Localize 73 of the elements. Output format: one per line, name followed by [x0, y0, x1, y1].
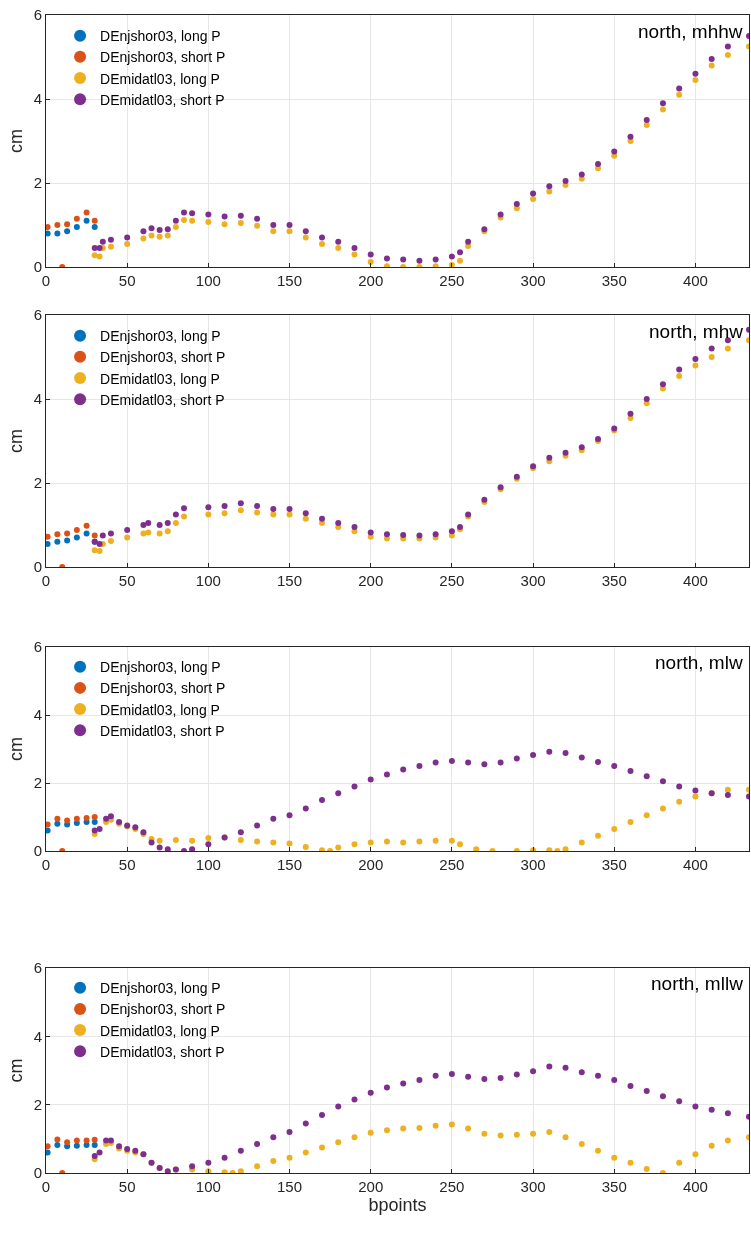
x-tick-label: 150: [277, 1178, 303, 1195]
x-tick-label: 400: [682, 856, 708, 873]
x-tick-label: 50: [118, 272, 136, 289]
y-tick-label: 0: [33, 842, 42, 860]
legend-label: DEnjshor03, short P: [100, 349, 226, 366]
y-tick-label: 4: [33, 90, 42, 108]
x-tick-label: 150: [277, 272, 303, 289]
y-tick-label: 6: [33, 959, 42, 977]
y-axis-title: cm: [5, 429, 26, 453]
x-tick-label: 300: [520, 572, 546, 589]
x-tick-label: 50: [118, 856, 136, 873]
y-tick-label: 6: [33, 6, 42, 24]
y-tick-label: 0: [33, 258, 42, 276]
y-tick-label: 4: [33, 390, 42, 408]
x-tick-label: 150: [277, 572, 303, 589]
x-tick-label: 300: [520, 1178, 546, 1195]
x-tick-label: 400: [682, 572, 708, 589]
x-tick-label: 50: [118, 1178, 136, 1195]
x-tick-label: 350: [601, 572, 627, 589]
legend-label: DEmidatl03, short P: [100, 1043, 225, 1060]
x-tick-label: 250: [439, 1178, 465, 1195]
legend-label: DEmidatl03, long P: [100, 1022, 220, 1039]
x-tick-label: 50: [118, 572, 136, 589]
legend-label: DEmidatl03, short P: [100, 91, 225, 108]
x-tick-label: 100: [195, 272, 221, 289]
y-tick-label: 0: [33, 1164, 42, 1182]
y-tick-label: 2: [33, 174, 42, 192]
x-tick-label: 200: [358, 1178, 384, 1195]
x-tick-label: 100: [195, 856, 221, 873]
legend-label: DEnjshor03, long P: [100, 328, 221, 345]
legend-label: DEnjshor03, long P: [100, 659, 221, 676]
chart-title: north, mhw: [649, 321, 744, 342]
x-tick-label: 300: [520, 272, 546, 289]
x-tick-label: 400: [682, 272, 708, 289]
chart-title: north, mlw: [655, 652, 743, 673]
y-axis-title: cm: [5, 737, 26, 761]
legend-label: DEmidatl03, short P: [100, 391, 225, 408]
legend-label: DEnjshor03, long P: [100, 28, 221, 45]
x-tick-label: 350: [601, 272, 627, 289]
y-tick-label: 2: [33, 474, 42, 492]
x-tick-label: 200: [358, 572, 384, 589]
y-tick-label: 0: [33, 558, 42, 576]
x-tick-label: 250: [439, 856, 465, 873]
x-axis-title: bpoints: [368, 1195, 427, 1216]
x-tick-label: 350: [601, 856, 627, 873]
legend-label: DEnjshor03, long P: [100, 980, 221, 997]
x-tick-label: 100: [195, 1178, 221, 1195]
y-tick-label: 6: [33, 306, 42, 324]
y-tick-label: 2: [33, 774, 42, 792]
y-tick-label: 2: [33, 1095, 42, 1113]
legend-label: DEmidatl03, long P: [100, 70, 220, 87]
legend-label: DEmidatl03, long P: [100, 370, 220, 387]
y-tick-label: 4: [33, 706, 42, 724]
y-axis-title: cm: [5, 129, 26, 153]
x-tick-label: 400: [682, 1178, 708, 1195]
chart-title: north, mllw: [651, 973, 744, 994]
y-axis-title: cm: [5, 1058, 26, 1083]
x-tick-label: 150: [277, 856, 303, 873]
legend-label: DEnjshor03, short P: [100, 49, 226, 66]
legend-label: DEnjshor03, short P: [100, 1001, 226, 1018]
x-tick-label: 200: [358, 272, 384, 289]
x-tick-label: 200: [358, 856, 384, 873]
x-tick-label: 100: [195, 572, 221, 589]
x-tick-label: 350: [601, 1178, 627, 1195]
chart-title: north, mhhw: [638, 21, 743, 42]
x-tick-label: 250: [439, 572, 465, 589]
legend-label: DEmidatl03, short P: [100, 722, 225, 739]
legend-label: DEmidatl03, long P: [100, 701, 220, 718]
x-tick-label: 250: [439, 272, 465, 289]
y-tick-label: 6: [33, 638, 42, 656]
legend-label: DEnjshor03, short P: [100, 680, 226, 697]
y-tick-label: 4: [33, 1027, 42, 1045]
x-tick-label: 300: [520, 856, 546, 873]
